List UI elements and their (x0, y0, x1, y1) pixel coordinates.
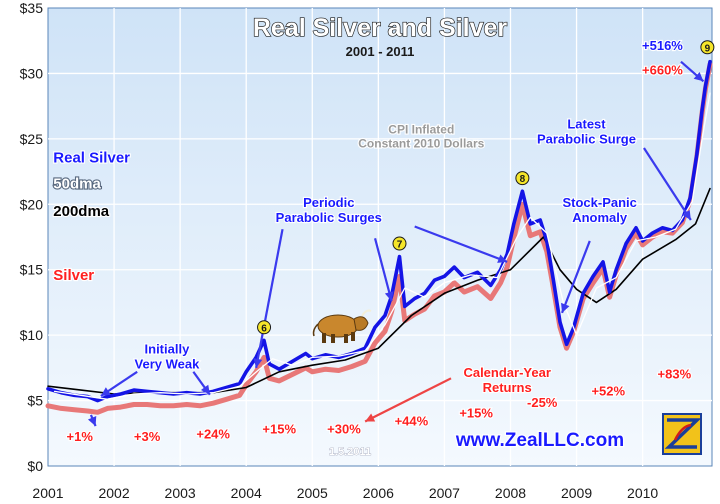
chart-subtitle: 2001 - 2011 (346, 44, 415, 59)
annotation-label: Real Silver (53, 149, 130, 166)
y-tick-label: $0 (27, 458, 43, 474)
annotation-arrow (192, 371, 211, 396)
y-tick-label: $35 (20, 0, 44, 16)
cycle-marker: 6 (257, 320, 272, 335)
bull-icon (312, 309, 372, 343)
calendar-return-label: +30% (327, 421, 361, 436)
svg-text:6: 6 (261, 323, 267, 334)
annotation-arrow (364, 377, 452, 423)
calendar-return-label: +52% (591, 383, 625, 398)
annotation-arrow (373, 238, 394, 302)
annotation-label: Periodic Parabolic Surges (276, 195, 382, 225)
annotation-label: Silver (53, 267, 94, 284)
x-tick-label: 2006 (363, 485, 394, 501)
calendar-return-label: +15% (262, 421, 296, 436)
annotation-arrow (680, 60, 705, 83)
y-tick-label: $5 (27, 393, 43, 409)
chart-title: Real Silver and Silver (253, 14, 508, 42)
y-tick-label: $25 (20, 131, 44, 147)
calendar-return-label: +1% (67, 429, 94, 444)
series-line-50dma (53, 92, 711, 400)
annotation-label: Latest Parabolic Surge (537, 116, 636, 146)
x-tick-label: 2008 (495, 485, 526, 501)
calendar-return-label: +83% (658, 366, 692, 381)
grid (48, 8, 712, 466)
annotation-layer: Real Silver 50dma 200dma Silver Initially Ver… (52, 37, 692, 445)
x-tick-label: 2004 (231, 485, 262, 501)
x-tick-label: 2003 (165, 485, 196, 501)
cycle-marker: 9 (700, 40, 715, 55)
annotation-label: +516% (642, 38, 683, 53)
annotation-arrow (100, 370, 138, 397)
annotation-label: Calendar-Year Returns (463, 365, 550, 395)
annotation-arrow (87, 414, 97, 427)
annotation-label: CPI Inflated Constant 2010 Dollars (358, 123, 484, 151)
series-line-silver (45, 61, 713, 415)
x-tick-label: 2005 (297, 485, 328, 501)
zeal-logo (662, 413, 702, 455)
calendar-return-label: +15% (459, 406, 493, 421)
series-layer (45, 59, 713, 415)
calendar-return-label: +24% (196, 427, 230, 442)
marker-layer: 6 7 8 9 (257, 40, 715, 335)
svg-text:9: 9 (705, 43, 711, 54)
annotation-arrow (253, 228, 284, 369)
x-tick-label: 2010 (627, 485, 658, 501)
cycle-marker: 7 (392, 236, 407, 251)
x-tick-label: 2001 (32, 485, 63, 501)
svg-text:7: 7 (397, 240, 403, 251)
annotation-arrow (414, 225, 508, 263)
calendar-return-label: +3% (134, 429, 161, 444)
y-tick-label: $10 (20, 327, 44, 343)
date-stamp: 1.5.2011 (329, 446, 371, 458)
annotation-arrow (643, 147, 692, 221)
annotation-label: +660% (642, 63, 683, 78)
annotation-label: Stock-Panic Anomaly (562, 195, 636, 225)
y-tick-label: $30 (20, 65, 44, 81)
annotation-label: 50dma (53, 176, 101, 193)
cycle-marker: 8 (515, 171, 530, 186)
y-tick-label: $20 (20, 196, 44, 212)
x-tick-label: 2009 (561, 485, 592, 501)
annotation-label: Initially Very Weak (135, 341, 201, 371)
plot-area (47, 7, 713, 467)
website-label: www.ZealLLC.com (455, 430, 624, 451)
calendar-return-label: -25% (527, 395, 558, 410)
annotation-label: 200dma (53, 203, 110, 220)
x-tick-label: 2007 (429, 485, 460, 501)
annotation-arrow (560, 240, 591, 314)
y-tick-label: $15 (20, 262, 44, 278)
x-tick-label: 2002 (98, 485, 129, 501)
calendar-return-label: +44% (395, 413, 429, 428)
svg-text:8: 8 (520, 174, 526, 185)
arrow-layer (87, 60, 705, 427)
